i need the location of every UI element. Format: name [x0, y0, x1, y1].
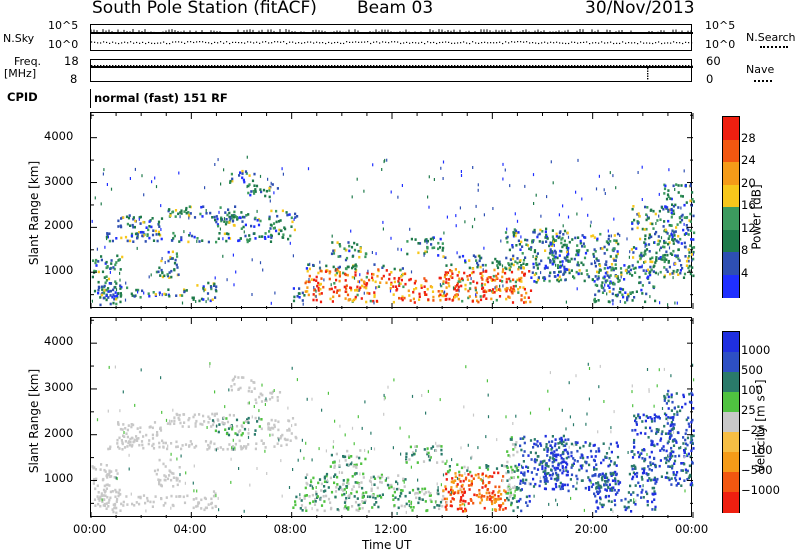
freq-series: [91, 65, 693, 80]
power-panel: [90, 112, 696, 309]
x-tick-label: 08:00: [273, 522, 307, 536]
cpid-label: CPID: [7, 90, 38, 104]
freq-tick-top: 18: [64, 54, 79, 68]
nsky-label: N.Sky: [3, 32, 35, 45]
power-colorbar: [722, 116, 740, 298]
velocity-colorbar-tick: −100: [741, 443, 773, 457]
nave-tick-top: 60: [706, 54, 721, 68]
power-ylabel: Slant Range [km]: [27, 160, 42, 266]
x-tick-label: 04:00: [173, 522, 207, 536]
velocity-colorbar: [722, 331, 740, 513]
colorbar-segment: [723, 184, 739, 208]
cpid-mode: normal (fast) 151 RF: [94, 91, 228, 105]
nsky-tick-bottom: 10^0: [48, 38, 79, 51]
colorbar-segment: [723, 432, 739, 453]
colorbar-segment: [723, 492, 739, 513]
colorbar-segment: [723, 139, 739, 163]
colorbar-segment: [723, 162, 739, 185]
velocity-colorbar-tick: 25: [741, 403, 756, 417]
power-colorbar-tick: 8: [741, 243, 749, 257]
nsky-trace: [90, 29, 693, 45]
freq-label: Freq.: [14, 55, 42, 68]
echo-cells: [91, 155, 696, 307]
y-tick-label: 4000: [44, 334, 74, 349]
colorbar-segment: [723, 412, 739, 433]
nsearch-label: N.Search: [746, 31, 796, 44]
y-tick-label: 1000: [44, 263, 74, 278]
y-tick-label: 2000: [44, 425, 74, 440]
x-tick-label: 00:00: [675, 522, 709, 536]
colorbar-segment: [723, 252, 739, 275]
freq-tick-bottom: 8: [70, 72, 78, 86]
velocity-colorbar-tick: −25: [741, 423, 766, 437]
axis-ticks: [90, 113, 694, 309]
x-tick-label: 12:00: [374, 522, 408, 536]
velocity-colorbar-tick: 100: [741, 383, 763, 397]
power-colorbar-tick: 16: [741, 198, 756, 212]
nsearch-tick-top: 10^5: [705, 19, 736, 32]
x-tick-label: 16:00: [474, 522, 508, 536]
axis-ticks: [90, 318, 694, 518]
cpid-panel: normal (fast) 151 RF: [90, 89, 692, 108]
nsky-series: [90, 29, 693, 45]
x-tick-label: 00:00: [73, 522, 107, 536]
y-tick-label: 4000: [44, 128, 74, 143]
nsearch-tick-bottom: 10^0: [705, 38, 736, 51]
colorbar-segment: [723, 332, 739, 353]
velocity-plot: [90, 318, 695, 518]
echo-cells: [91, 362, 695, 515]
power-colorbar-tick: 4: [741, 265, 749, 280]
velocity-colorbar-tick: −1000: [741, 483, 780, 497]
beam-label: Beam 03: [357, 0, 434, 18]
velocity-colorbar-tick: −500: [741, 463, 773, 477]
nsky-tick-top: 10^5: [48, 19, 79, 32]
colorbar-segment: [723, 274, 739, 298]
station-title: South Pole Station (fitACF): [92, 0, 317, 18]
colorbar-segment: [723, 117, 739, 140]
colorbar-segment: [723, 472, 739, 493]
colorbar-segment: [723, 352, 739, 373]
y-tick-label: 1000: [44, 471, 74, 486]
nsearch-legend-line: [760, 46, 788, 48]
nave-label: Nave: [746, 63, 775, 76]
date-label: 30/Nov/2013: [585, 0, 695, 18]
nave-tick-bottom: 0: [706, 72, 714, 86]
power-colorbar-tick: 28: [741, 130, 756, 145]
colorbar-segment: [723, 372, 739, 393]
power-plot: [90, 113, 696, 309]
nave-legend-line: [754, 80, 772, 82]
colorbar-segment: [723, 207, 739, 230]
freq-trace: [91, 65, 693, 80]
velocity-panel: [90, 317, 695, 518]
y-tick-label: 3000: [44, 379, 74, 394]
freq-unit-label: [MHz]: [4, 67, 37, 80]
y-tick-label: 3000: [44, 173, 74, 188]
velocity-colorbar-tick: 1000: [741, 343, 771, 357]
power-colorbar-label: Power [dB]: [749, 184, 764, 250]
power-colorbar-tick: 24: [741, 153, 756, 167]
freq-panel: [90, 59, 693, 82]
power-colorbar-tick: 20: [741, 175, 756, 190]
x-tick-label: 20:00: [574, 522, 608, 536]
colorbar-segment: [723, 452, 739, 473]
velocity-ylabel: Slant Range [km]: [27, 368, 42, 474]
y-tick-label: 2000: [44, 218, 74, 233]
nsky-panel: [90, 24, 693, 51]
x-axis-label: Time UT: [362, 538, 412, 552]
colorbar-segment: [723, 229, 739, 253]
velocity-colorbar-tick: 500: [741, 363, 763, 377]
power-colorbar-tick: 12: [741, 220, 756, 235]
colorbar-segment: [723, 392, 739, 413]
